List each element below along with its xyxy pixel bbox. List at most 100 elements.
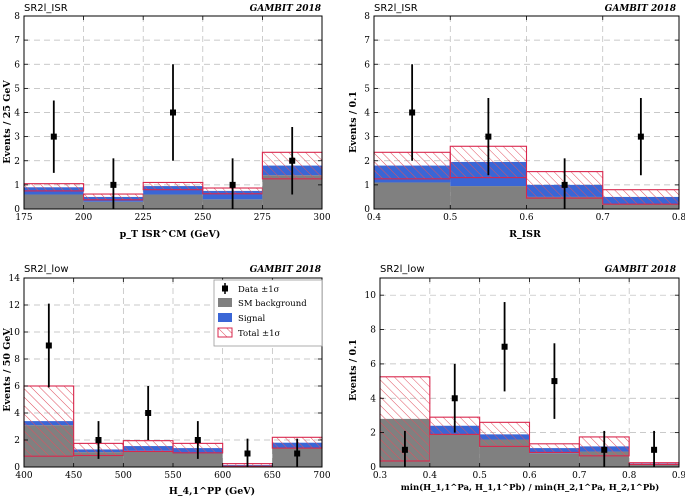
y-tick-label: 6 <box>14 382 20 392</box>
plot-area-4: 0.3 0.4 0.5 0.6 0.7 0.8 0.9 0 2 4 6 8 10 <box>365 277 685 481</box>
y-tick-label: 3 <box>14 133 20 143</box>
data-point <box>561 181 568 188</box>
data-point <box>601 446 608 453</box>
plot-area-2: 0.4 0.5 0.6 0.7 0.8 0 1 2 3 4 5 6 7 8 <box>364 12 685 223</box>
x-tick-label: 0.8 <box>622 471 637 481</box>
x-tick-label: 700 <box>313 471 330 481</box>
x-tick-label: 550 <box>164 471 181 481</box>
y-tick-label: 4 <box>364 109 370 119</box>
legend-bkg-swatch <box>218 298 232 307</box>
x-axis-label-3: H_4,1^PP (GeV) <box>169 486 255 497</box>
y-tick-label: 2 <box>370 429 376 439</box>
x-tick-label: 0.9 <box>672 471 685 481</box>
x-tick-label: 0.5 <box>443 213 458 223</box>
data-point <box>289 157 296 164</box>
legend-label-total: Total ±1σ <box>238 329 281 339</box>
bkg-bar <box>143 194 203 209</box>
x-tick-label: 275 <box>254 213 271 223</box>
y-tick-label: 7 <box>14 36 20 46</box>
total-band <box>23 385 75 457</box>
total-band <box>479 421 531 447</box>
x-tick-label: 450 <box>65 471 82 481</box>
panel-2: SR2l_ISR GAMBIT 2018 0.4 0.5 0.6 0.7 0.8 0 1 2 3… <box>348 3 685 240</box>
data-point <box>194 437 201 443</box>
gambit-tag-3: GAMBIT 2018 <box>250 265 322 275</box>
x-tick-label: 225 <box>135 213 152 223</box>
data-point <box>451 395 458 402</box>
y-tick-label: 12 <box>9 301 20 311</box>
y-tick-label: 2 <box>14 157 20 167</box>
x-tick-label: 0.6 <box>519 213 534 223</box>
y-tick-label: 4 <box>14 409 20 419</box>
data-point <box>229 181 236 188</box>
total-band <box>122 440 174 453</box>
y-tick-label: 0 <box>14 463 20 473</box>
total-band <box>602 189 680 205</box>
total-band <box>23 183 85 192</box>
x-tick-label: 0.4 <box>423 471 438 481</box>
legend-label-signal: Signal <box>238 314 266 324</box>
legend-label-bkg: SM background <box>238 299 307 309</box>
legend-signal-swatch <box>218 313 232 322</box>
y-axis-label-1: Events / 25 GeV <box>2 80 13 164</box>
legend-entry-data: Data ±1σ <box>222 283 280 295</box>
legend-data-marker <box>222 285 228 292</box>
x-tick-label: 175 <box>15 213 32 223</box>
y-tick-label: 7 <box>364 36 370 46</box>
legend: Data ±1σ SM background Signal Total ±1σ <box>213 279 323 347</box>
legend-label-data: Data ±1σ <box>238 285 280 295</box>
legend-entry-signal: Signal <box>218 313 266 324</box>
region-tag-1: SR2l_ISR <box>24 3 68 14</box>
y-axis-label-2: Events / 0.1 <box>348 91 359 153</box>
region-tag-4: SR2l_low <box>380 264 425 275</box>
total-band <box>142 181 204 191</box>
bkg-bar <box>450 186 527 209</box>
y-tick-label: 0 <box>364 205 370 215</box>
bkg-bar <box>24 194 84 209</box>
data-point <box>485 133 492 140</box>
y-tick-label: 2 <box>14 436 20 446</box>
bkg-bar <box>602 204 679 209</box>
y-tick-label: 8 <box>14 355 20 365</box>
plot-area-1: 175 200 225 250 275 300 0 1 2 3 4 5 6 7 8 <box>14 12 331 223</box>
y-tick-label: 5 <box>364 84 370 94</box>
gambit-tag-2: GAMBIT 2018 <box>605 4 677 14</box>
y-tick-label: 6 <box>370 360 376 370</box>
y-tick-label: 10 <box>365 291 377 301</box>
region-tag-2: SR2l_ISR <box>374 3 418 14</box>
x-tick-label: 0.8 <box>672 213 685 223</box>
bkg-bar <box>123 450 173 467</box>
y-tick-label: 4 <box>14 109 20 119</box>
x-tick-label: 0.5 <box>473 471 488 481</box>
data-point <box>637 133 644 140</box>
x-tick-label: 0.7 <box>596 213 611 223</box>
data-point <box>244 450 251 457</box>
signal-bar <box>143 186 203 195</box>
y-tick-label: 14 <box>9 274 21 284</box>
data-point <box>551 378 558 385</box>
y-tick-label: 8 <box>14 12 20 22</box>
y-tick-label: 6 <box>364 60 370 70</box>
x-tick-label: 200 <box>75 213 92 223</box>
gambit-tag-4: GAMBIT 2018 <box>605 265 677 275</box>
x-tick-label: 0.7 <box>572 471 587 481</box>
data-point <box>145 410 152 416</box>
data-point <box>95 437 102 443</box>
y-tick-label: 1 <box>364 181 370 191</box>
x-tick-label: 0.6 <box>522 471 537 481</box>
data-point <box>110 181 117 188</box>
data-point <box>294 450 301 457</box>
y-tick-label: 0 <box>370 463 376 473</box>
x-tick-label: 0.3 <box>373 471 388 481</box>
y-tick-label: 1 <box>14 181 20 191</box>
bkg-bar <box>374 182 451 209</box>
bkg-bar <box>429 434 480 467</box>
x-tick-label: 0.4 <box>367 213 382 223</box>
y-tick-label: 5 <box>14 84 20 94</box>
y-axis-label-4: Events / 0.1 <box>348 339 359 401</box>
bkg-bar <box>529 453 580 467</box>
x-tick-label: 650 <box>264 471 281 481</box>
y-tick-label: 3 <box>364 133 370 143</box>
data-point <box>50 133 57 140</box>
